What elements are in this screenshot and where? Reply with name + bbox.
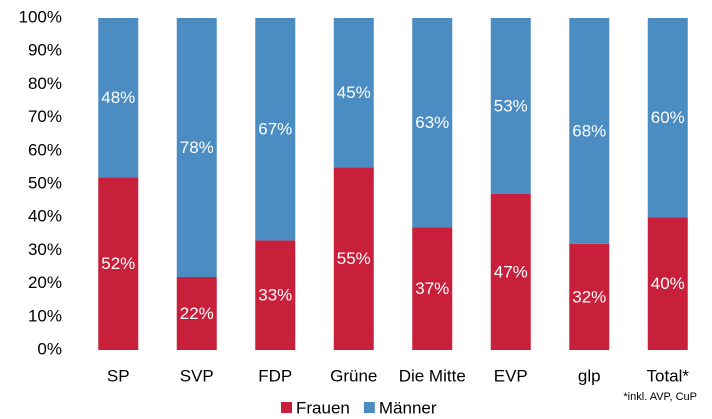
y-tick-label: 90% (28, 41, 62, 60)
data-label: 55% (337, 249, 371, 268)
legend-label: Männer (379, 398, 437, 417)
bar-segment (412, 227, 453, 350)
bar-segment (255, 240, 296, 350)
bar-segment (98, 18, 139, 178)
y-tick-label: 70% (28, 107, 62, 126)
x-tick-label: SP (107, 366, 130, 385)
data-label: 67% (258, 120, 292, 139)
data-label: 68% (572, 121, 606, 140)
y-tick-label: 40% (28, 207, 62, 226)
data-label: 45% (337, 83, 371, 102)
bar-segment (569, 243, 610, 350)
data-label: 48% (101, 88, 135, 107)
data-label: 47% (494, 262, 528, 281)
legend-label: Frauen (296, 398, 350, 417)
data-label: 22% (180, 304, 214, 323)
bar-segment (255, 18, 296, 241)
y-tick-label: 10% (28, 306, 62, 325)
x-tick-label: SVP (180, 366, 214, 385)
bar-segment (176, 18, 217, 277)
bar-segment (490, 18, 531, 194)
data-label: 78% (180, 138, 214, 157)
data-label: 63% (415, 113, 449, 132)
data-label: 32% (572, 287, 606, 306)
y-tick-label: 100% (19, 7, 62, 26)
y-tick-label: 80% (28, 74, 62, 93)
bar-segment (490, 193, 531, 350)
bar-segment (98, 177, 139, 350)
data-label: 37% (415, 279, 449, 298)
x-tick-label: FDP (258, 366, 292, 385)
bar-segment (647, 18, 688, 218)
x-tick-label: Die Mitte (399, 366, 466, 385)
bar-segment (333, 18, 374, 168)
y-tick-label: 20% (28, 273, 62, 292)
x-tick-label: glp (578, 366, 601, 385)
data-label: 40% (651, 274, 685, 293)
data-label: 53% (494, 96, 528, 115)
x-tick-label: EVP (494, 366, 528, 385)
x-tick-label: Total* (646, 366, 689, 385)
annotation: *inkl. AVP, CuP (623, 391, 697, 403)
y-tick-label: 50% (28, 173, 62, 192)
data-label: 60% (651, 108, 685, 127)
bar-segment (176, 276, 217, 350)
data-label: 33% (258, 286, 292, 305)
bar-segment (333, 167, 374, 350)
bar-segment (412, 18, 453, 228)
legend-swatch (363, 402, 375, 413)
x-tick-label: Grüne (330, 366, 377, 385)
bar-segment (647, 217, 688, 350)
y-tick-label: 60% (28, 140, 62, 159)
y-tick-label: 0% (37, 339, 62, 358)
data-label: 52% (101, 254, 135, 273)
legend-swatch (281, 402, 292, 413)
y-tick-label: 30% (28, 240, 62, 259)
bar-segment (569, 18, 610, 244)
